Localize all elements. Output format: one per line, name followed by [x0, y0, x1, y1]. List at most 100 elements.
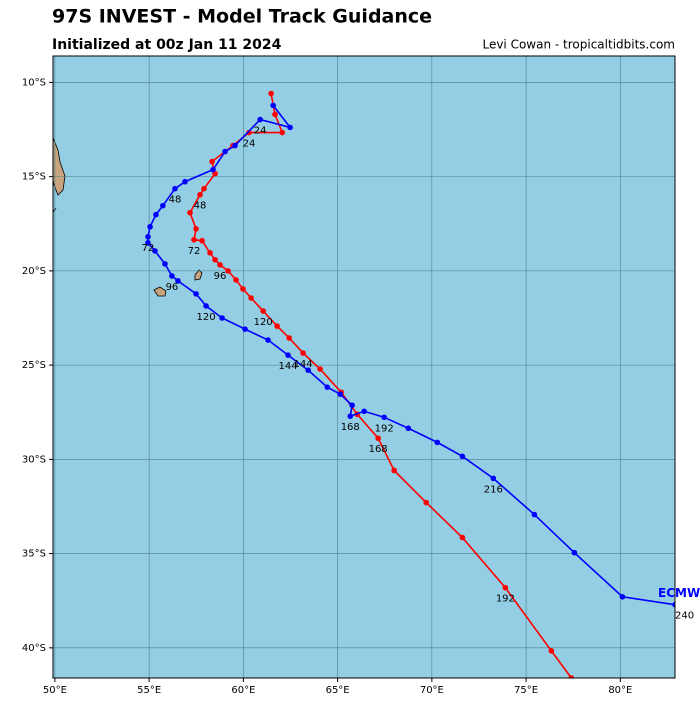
track-point: [571, 549, 578, 556]
y-tick-label: 10°S: [22, 77, 46, 88]
track-point: [246, 129, 252, 136]
hour-label: 168: [341, 422, 360, 433]
y-tick-label: 15°S: [22, 172, 46, 183]
track-point: [169, 273, 175, 279]
track-point: [145, 233, 151, 240]
track-point: [209, 158, 215, 165]
track-point: [568, 675, 575, 678]
track-point: [502, 584, 509, 591]
hour-label: 120: [197, 312, 216, 323]
track-point: [672, 601, 675, 608]
hour-label: 24: [243, 139, 256, 150]
hour-label: 48: [169, 195, 182, 206]
track-point: [217, 262, 223, 268]
track-point: [203, 303, 209, 309]
y-tick-label: 20°S: [22, 266, 46, 277]
legend-label: ECMWF: [658, 586, 700, 600]
hour-label: 168: [369, 444, 388, 455]
track-point: [222, 148, 228, 155]
track-point: [337, 391, 344, 397]
x-tick-label: 55°E: [137, 685, 161, 696]
hour-label: 216: [484, 484, 503, 495]
track-point: [381, 414, 387, 421]
track-point: [225, 268, 231, 274]
track-point: [349, 402, 355, 409]
track-point: [248, 295, 254, 301]
track-point: [240, 286, 246, 292]
frame: [52, 55, 676, 679]
x-tick-label: 65°E: [326, 685, 350, 696]
track-point: [459, 534, 466, 541]
track-point: [193, 226, 199, 232]
hour-label: 192: [496, 594, 515, 605]
track-point: [210, 166, 216, 173]
y-tick-label: 40°S: [22, 643, 46, 654]
x-tick-label: 75°E: [514, 685, 538, 696]
chart-subtitle: Initialized at 00z Jan 11 2024: [52, 37, 282, 53]
track-point: [160, 202, 166, 209]
track-point: [531, 511, 538, 518]
hour-label: 144: [294, 359, 313, 370]
track-point: [199, 237, 205, 244]
track-point: [391, 467, 397, 474]
y-tick-label: 25°S: [22, 360, 46, 371]
track-point: [145, 239, 151, 246]
hour-label: 24: [254, 126, 267, 137]
track-point: [285, 352, 291, 358]
hour-label: 120: [254, 317, 273, 328]
credit: Levi Cowan - tropicaltidbits.com: [482, 38, 675, 52]
x-tick-label: 70°E: [420, 685, 444, 696]
track-point: [219, 315, 225, 321]
track-point: [268, 90, 274, 97]
track-point: [619, 593, 626, 600]
reunion: [153, 286, 167, 297]
track-point: [162, 261, 168, 267]
track-point: [232, 142, 238, 149]
y-tick-label: 30°S: [22, 454, 46, 465]
track-point: [548, 648, 555, 654]
ocean: [53, 56, 675, 678]
tracks: [145, 90, 675, 678]
track-point: [270, 102, 276, 109]
grid: [53, 56, 675, 678]
hour-label: 96: [214, 271, 227, 282]
track-point: [423, 499, 430, 506]
track-point: [193, 291, 199, 297]
hour-label: 96: [166, 282, 179, 293]
track-point: [361, 408, 367, 415]
x-tick-label: 60°E: [231, 685, 255, 696]
track-point: [317, 366, 323, 372]
track-point: [459, 453, 466, 460]
track-point: [272, 111, 278, 118]
track-point: [490, 475, 497, 482]
track-point: [405, 425, 412, 432]
track-point: [197, 191, 203, 198]
track-point: [305, 367, 312, 374]
track-point: [265, 337, 271, 343]
hour-label: 72: [188, 246, 201, 257]
track-point: [286, 335, 292, 341]
hour-label: 240: [675, 611, 694, 622]
track-point: [260, 308, 266, 314]
track-point: [300, 350, 306, 356]
track-point: [201, 185, 207, 192]
hour-label: 72: [142, 243, 155, 254]
chart-title: 97S INVEST - Model Track Guidance: [52, 6, 432, 28]
hour-label: 48: [194, 201, 207, 212]
track-point: [147, 223, 153, 230]
track-point: [434, 439, 441, 446]
hour-label: 144: [278, 361, 297, 372]
track-point: [153, 211, 159, 218]
track-point: [207, 249, 213, 256]
track-point: [375, 435, 381, 442]
track-point: [274, 323, 280, 329]
track-point: [187, 209, 193, 216]
track-point: [152, 248, 158, 254]
track-point: [172, 185, 178, 192]
track-point: [287, 124, 293, 131]
x-tick-label: 80°E: [608, 685, 632, 696]
track-point: [242, 326, 248, 332]
track-point: [233, 277, 239, 283]
y-tick-label: 35°S: [22, 549, 46, 560]
